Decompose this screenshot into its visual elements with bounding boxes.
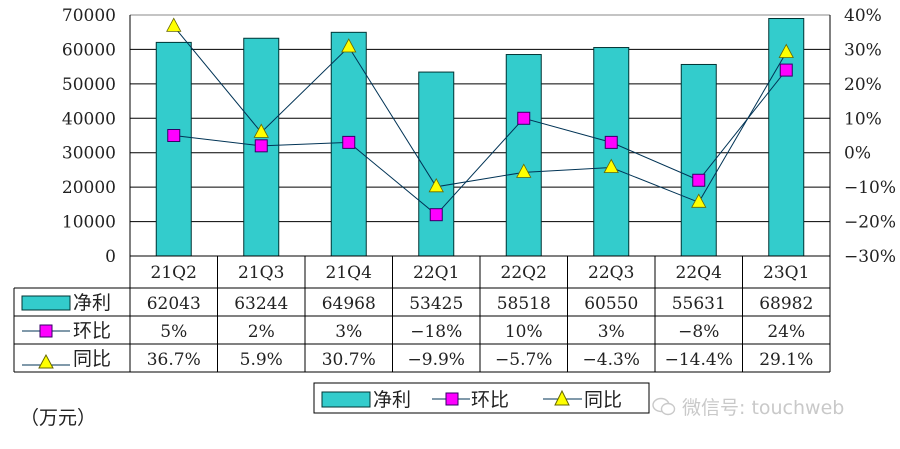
y-tick-right: 10%	[844, 109, 882, 129]
x-category-label: 21Q4	[326, 263, 372, 283]
x-category-label: 22Q4	[676, 263, 722, 283]
legend-key-square	[445, 392, 459, 406]
marker-triangle	[516, 163, 532, 178]
marker-triangle	[428, 177, 444, 193]
marker-square	[429, 208, 443, 222]
marker-triangle	[253, 123, 269, 138]
marker-triangle	[166, 17, 182, 32]
row-label: 环比	[73, 320, 111, 342]
table-cell: 24%	[767, 322, 805, 342]
y-tick-left: 40000	[62, 109, 116, 129]
y-tick-right: 0%	[844, 144, 871, 164]
marker-square	[604, 135, 618, 149]
table-cell: −8%	[678, 322, 719, 342]
marker-square	[517, 111, 531, 125]
table-cell: 3%	[335, 322, 362, 342]
legend-key-square	[39, 324, 53, 338]
line-qoq	[173, 69, 787, 216]
watermark: 微信号: touchweb	[652, 393, 844, 420]
table-cell: 30.7%	[322, 350, 376, 370]
table-cell: 5%	[160, 322, 187, 342]
bar-net-profit	[155, 41, 192, 257]
table-cell: −9.9%	[408, 350, 465, 370]
legend-label: 净利	[373, 389, 411, 411]
table-cell: 68982	[759, 294, 813, 314]
bar-net-profit	[418, 71, 455, 257]
y-tick-left: 20000	[62, 178, 116, 198]
unit-label: （万元）	[20, 407, 97, 429]
x-category-label: 22Q1	[413, 263, 459, 283]
y-tick-left: 70000	[62, 6, 116, 26]
y-tick-left: 50000	[62, 75, 116, 95]
table-cell: 10%	[505, 322, 543, 342]
y-tick-right: 40%	[844, 6, 882, 26]
bar-net-profit	[505, 54, 542, 257]
marker-triangle	[603, 158, 619, 173]
marker-triangle	[778, 43, 794, 58]
wechat-icon	[652, 397, 676, 415]
legend-label: 环比	[471, 389, 509, 411]
marker-triangle	[691, 193, 707, 208]
y-tick-right: −30%	[844, 247, 896, 267]
row-label: 净利	[73, 292, 111, 314]
y-tick-left: 60000	[62, 40, 116, 60]
table-cell: −18%	[410, 322, 462, 342]
table-cell: 55631	[672, 294, 726, 314]
y-tick-right: −10%	[844, 178, 896, 198]
table-cell: 3%	[598, 322, 625, 342]
table-cell: 5.9%	[240, 350, 283, 370]
y-tick-right: 30%	[844, 40, 882, 60]
marker-square	[692, 173, 706, 187]
x-category-label: 23Q1	[763, 263, 809, 283]
table-cell: 63244	[234, 294, 288, 314]
legend-label: 同比	[584, 389, 622, 411]
table-cell: −4.3%	[583, 350, 640, 370]
legend-key-bar	[321, 391, 371, 408]
table-cell: −5.7%	[495, 350, 552, 370]
line-yoy	[173, 26, 787, 203]
x-category-label: 21Q3	[238, 263, 284, 283]
y-tick-right: 20%	[844, 75, 882, 95]
marker-square	[167, 129, 181, 142]
y-tick-left: 10000	[62, 213, 116, 233]
table-cell: 60550	[584, 294, 638, 314]
legend-key-triangle	[554, 389, 570, 406]
x-category-label: 22Q2	[501, 263, 547, 283]
x-category-label: 22Q3	[588, 263, 634, 283]
y-tick-right: −20%	[844, 213, 896, 233]
marker-square	[342, 135, 356, 149]
row-label: 同比	[73, 348, 111, 370]
y-tick-left: 30000	[62, 144, 116, 164]
table-cell: 2%	[248, 322, 275, 342]
marker-square	[254, 139, 268, 153]
bar-net-profit	[680, 63, 717, 257]
legend-key-triangle	[38, 353, 54, 369]
table-cell: 62043	[147, 294, 201, 314]
y-tick-left: 0	[105, 247, 116, 267]
bar-net-profit	[593, 47, 630, 257]
table-cell: 29.1%	[759, 350, 813, 370]
table-cell: 53425	[409, 294, 463, 314]
marker-triangle	[341, 38, 357, 53]
x-category-label: 21Q2	[151, 263, 197, 283]
watermark-text: 微信号: touchweb	[682, 397, 845, 419]
table-cell: 58518	[497, 294, 551, 314]
marker-square	[779, 63, 793, 77]
table-cell: −14.4%	[665, 350, 733, 370]
table-cell: 64968	[322, 294, 376, 314]
table-cell: 36.7%	[147, 350, 201, 370]
legend-key-bar	[21, 295, 71, 311]
